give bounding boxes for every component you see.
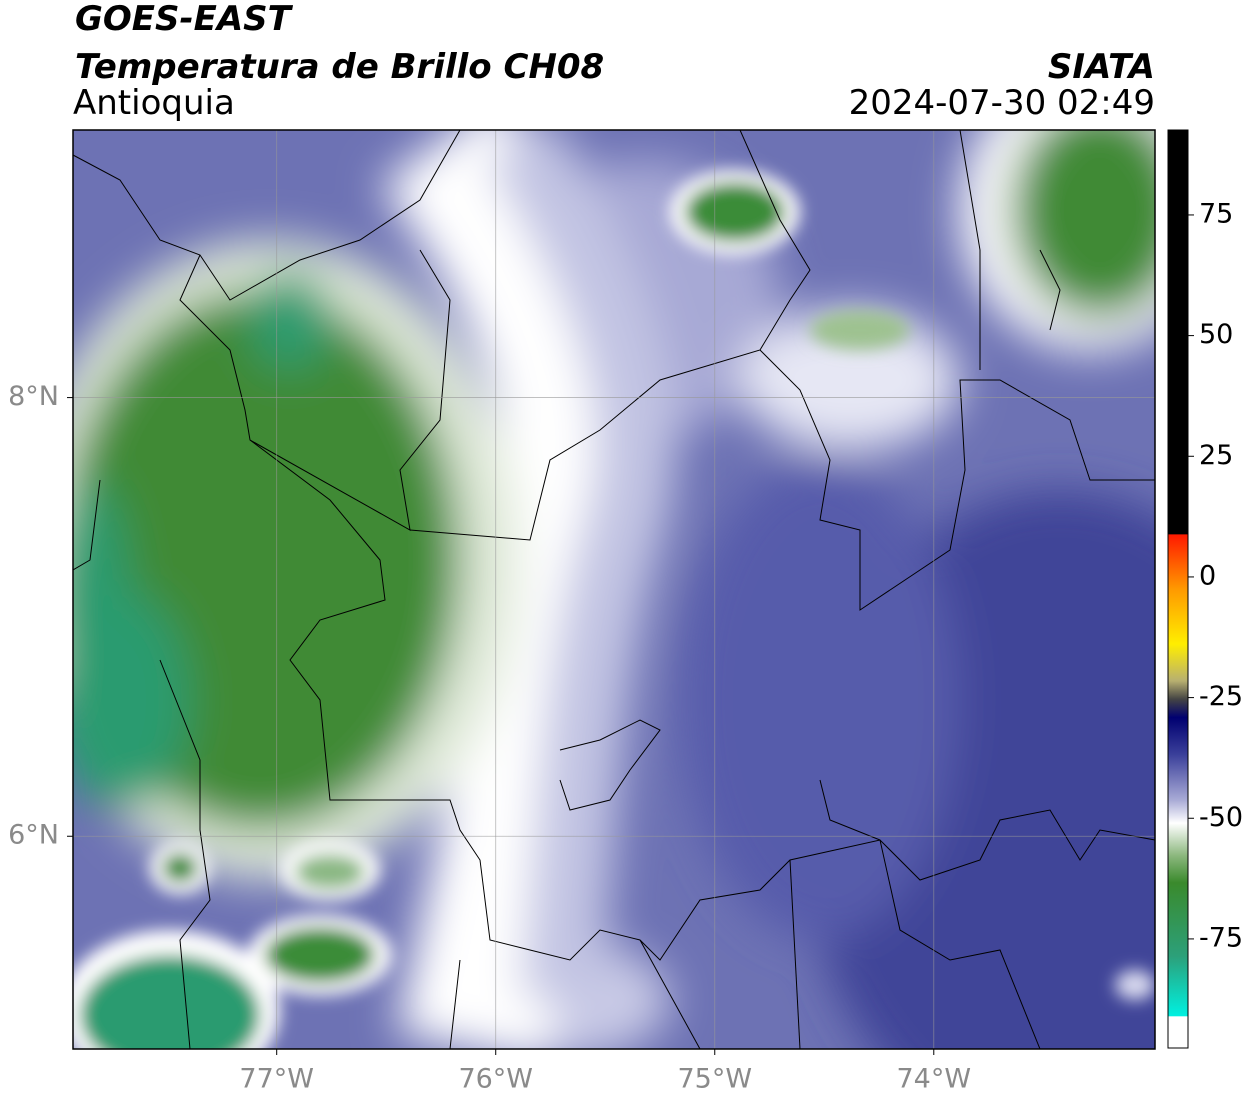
colorbar-label: -75 xyxy=(1199,922,1243,953)
colorbar-label: 0 xyxy=(1199,560,1216,591)
x-tick-label: 74°W xyxy=(897,1064,972,1095)
grid xyxy=(73,130,1155,1049)
cloud-field xyxy=(73,130,1155,1049)
colorbar-label: 75 xyxy=(1199,198,1233,229)
x-tick-label: 76°W xyxy=(458,1064,533,1095)
map-frame xyxy=(72,129,1156,1050)
x-tick-label: 75°W xyxy=(677,1064,752,1095)
subtitle: Temperatura de Brillo CH08 xyxy=(75,47,604,87)
colorbar xyxy=(1167,129,1189,1049)
y-tick-label: 6°N xyxy=(8,820,59,851)
borders xyxy=(73,130,1155,1049)
satellite-image xyxy=(73,130,1155,1049)
x-tick-label: 77°W xyxy=(239,1064,314,1095)
timestamp: 2024-07-30 02:49 xyxy=(849,83,1155,123)
region: Antioquia xyxy=(73,83,235,123)
colorbar-label: -50 xyxy=(1199,802,1243,833)
source: SIATA xyxy=(1048,47,1155,87)
colorbar-label: -25 xyxy=(1199,681,1243,712)
y-tick-label: 8°N xyxy=(8,381,59,412)
colorbar-label: 50 xyxy=(1199,319,1233,350)
colorbar-label: 25 xyxy=(1199,440,1233,471)
cold-tops xyxy=(73,170,1155,1049)
title: GOES-EAST xyxy=(75,0,294,39)
axes: 77°W 76°W 75°W 74°W 8°N 6°N 75 50 25 0 -25 -50 -75 xyxy=(8,198,1243,1094)
